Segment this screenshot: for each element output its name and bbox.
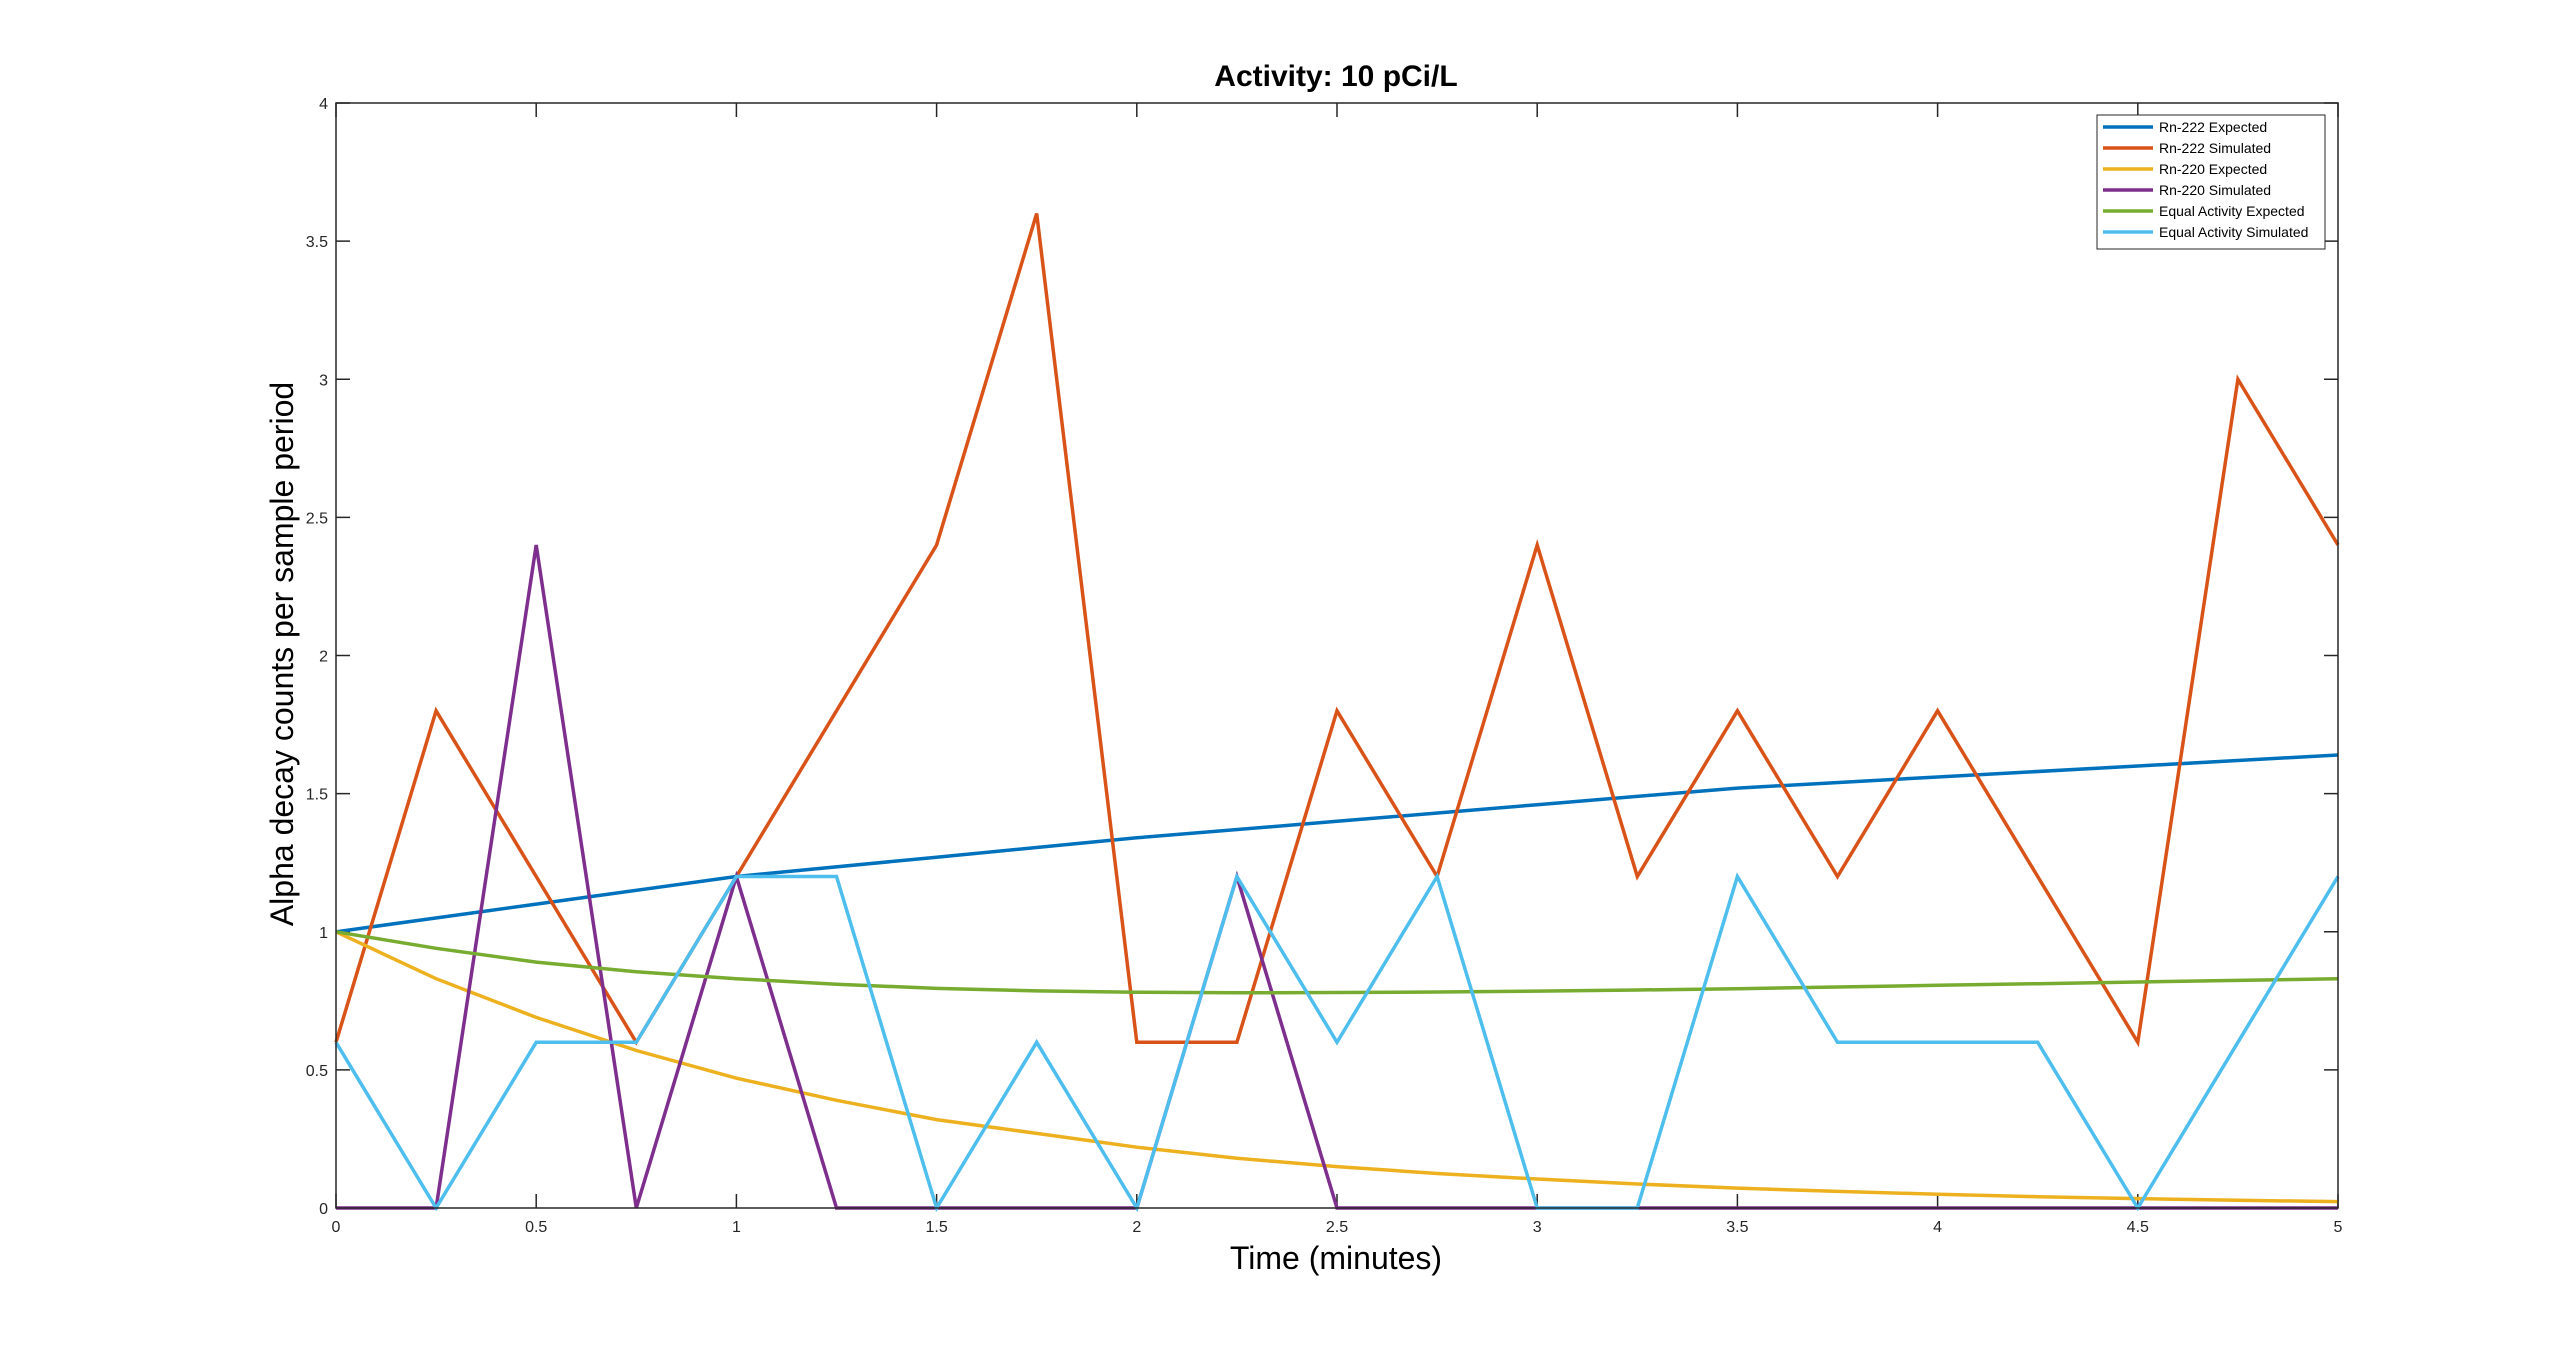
series-line-equal-activity-expected xyxy=(335,930,2339,995)
chart-title: Activity: 10 pCi/L xyxy=(1214,60,1457,93)
x-tick-label: 4 xyxy=(1933,1219,1942,1236)
y-tick-label: 3 xyxy=(319,372,328,389)
series-line-equal-activity-simulated xyxy=(334,872,2340,1213)
x-tick-label: 0 xyxy=(332,1219,341,1236)
y-tick-label: 2.5 xyxy=(306,510,328,527)
legend-label: Rn-222 Expected xyxy=(2159,119,2267,135)
legend-label: Equal Activity Expected xyxy=(2159,203,2305,219)
y-tick-label: 0.5 xyxy=(306,1063,328,1080)
x-tick-label: 5 xyxy=(2334,1219,2343,1236)
x-tick-label: 2 xyxy=(1132,1219,1141,1236)
legend: Rn-222 Expected Rn-222 Simulated Rn-220 Ex… xyxy=(2096,114,2326,250)
x-tick-label: 1.5 xyxy=(925,1219,947,1236)
series-layer xyxy=(334,212,2340,1213)
x-tick-label: 2.5 xyxy=(1326,1219,1348,1236)
y-tick-label: 3.5 xyxy=(306,234,328,251)
legend-label: Rn-220 Expected xyxy=(2159,161,2267,177)
legend-label: Rn-222 Simulated xyxy=(2159,140,2271,156)
x-axis-label: Time (minutes) xyxy=(1230,1240,1442,1276)
legend-label: Equal Activity Simulated xyxy=(2159,224,2308,240)
legend-box xyxy=(2096,114,2326,250)
series-line-rn-222-expected xyxy=(335,753,2339,934)
x-tick-label: 3 xyxy=(1533,1219,1542,1236)
x-tick-label: 0.5 xyxy=(525,1219,547,1236)
ticks-layer: 0 0.5 1 1.5 2 2.5 3 3.5 4 4.5 5 0 0.5 1 1.5 2 2.5 3 3.5 4 xyxy=(306,96,2343,1236)
y-tick-label: 4 xyxy=(319,96,328,113)
y-axis-label: Alpha decay counts per sample period xyxy=(264,382,300,926)
y-tick-label: 0 xyxy=(319,1201,328,1218)
y-tick-label: 1 xyxy=(319,925,328,942)
x-tick-label: 4.5 xyxy=(2127,1219,2149,1236)
x-tick-label: 3.5 xyxy=(1726,1219,1748,1236)
series-line-rn-220-expected xyxy=(335,930,2339,1204)
series-line-rn-222-simulated xyxy=(334,212,2340,1048)
x-tick-label: 1 xyxy=(732,1219,741,1236)
legend-label: Rn-220 Simulated xyxy=(2159,182,2271,198)
y-tick-label: 1.5 xyxy=(306,787,328,804)
plot-frame xyxy=(335,102,2339,1209)
y-tick-label: 2 xyxy=(319,649,328,666)
